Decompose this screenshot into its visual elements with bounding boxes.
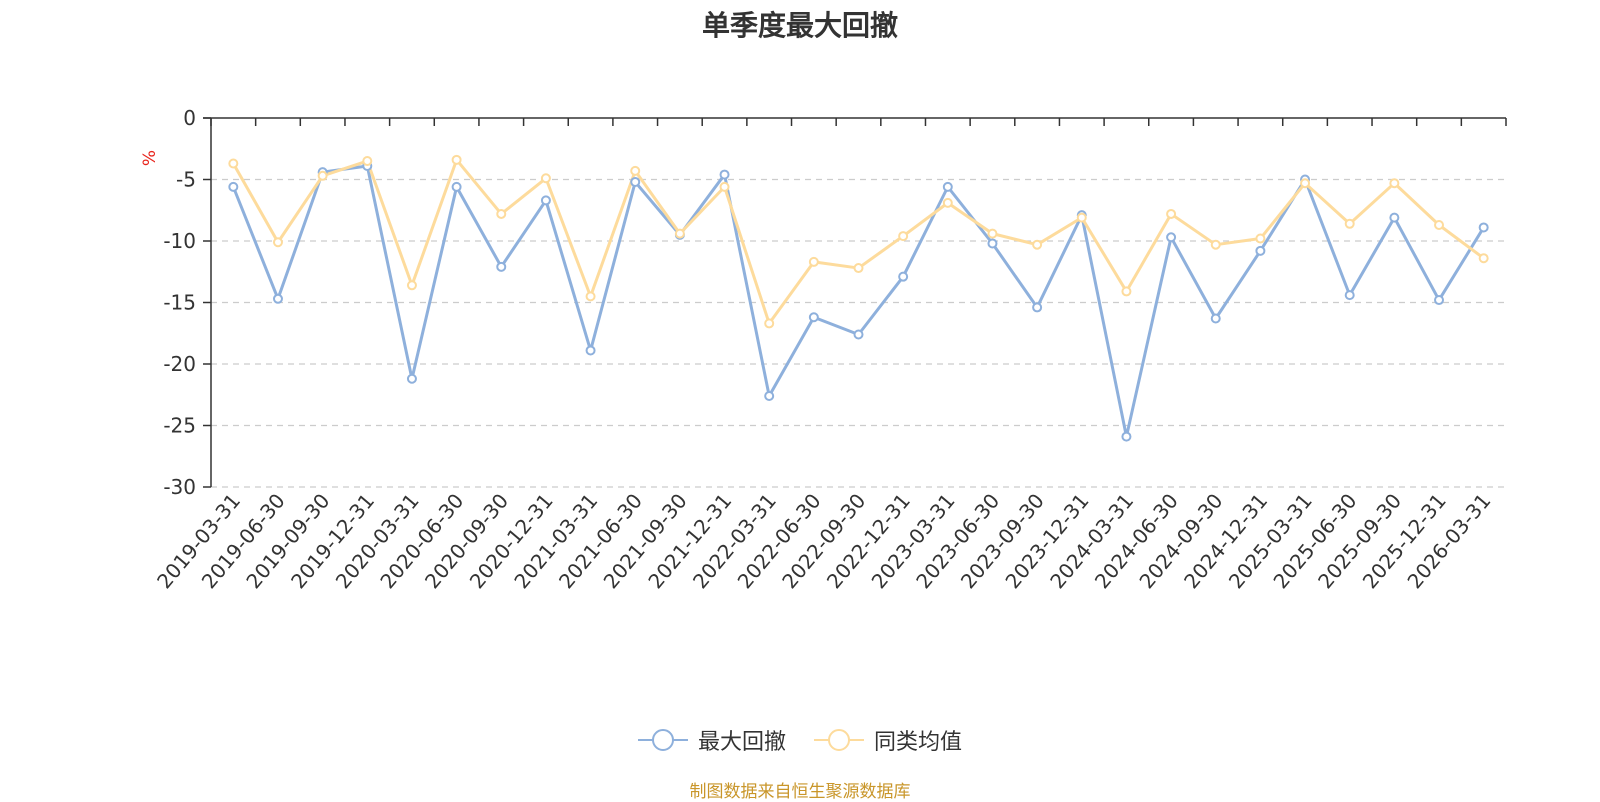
series-1-point [630, 176, 641, 187]
series-2-point [1210, 239, 1221, 250]
series-2-point [362, 156, 373, 167]
series-1-point [1166, 232, 1177, 243]
series-2-point [808, 256, 819, 267]
series-2-point [1166, 208, 1177, 219]
legend-line-circle-icon [637, 729, 688, 751]
series-2-point [719, 181, 730, 192]
series-1-point [1121, 431, 1132, 442]
series-1-point [719, 169, 730, 180]
series-2-point [272, 237, 283, 248]
legend-label: 最大回撤 [697, 730, 786, 755]
y-tick-label: 0 [183, 106, 196, 130]
series-line-1 [231, 164, 1485, 439]
series-2-point [1121, 286, 1132, 297]
series-1-point [853, 329, 864, 340]
series-1-point [585, 345, 596, 356]
series-2-point [674, 228, 685, 239]
series-2-point [1076, 212, 1087, 223]
series-1-point [451, 181, 462, 192]
series-2-point [1032, 239, 1043, 250]
series-1-point [1478, 222, 1489, 233]
series-2-point [898, 231, 909, 242]
series-1-point [406, 373, 417, 384]
series-1-point [898, 271, 909, 282]
series-2-point [764, 318, 775, 329]
y-tick-label: -15 [163, 291, 196, 315]
series-2-point [540, 173, 551, 184]
series-line-2 [232, 158, 1485, 325]
y-tick-label: -20 [163, 352, 196, 376]
series-2-point [228, 158, 239, 169]
series-1-point [1434, 295, 1445, 306]
series-1-point [496, 261, 507, 272]
chart-title: 单季度最大回撤 [701, 9, 898, 42]
legend-line-circle-icon [814, 729, 864, 751]
series-1-point [764, 390, 775, 401]
series-2-point [585, 291, 596, 302]
series-2-point [451, 154, 462, 165]
y-tick-label: -10 [163, 229, 196, 253]
y-axis-unit-label: % [140, 150, 160, 166]
series-2-point [1344, 218, 1355, 229]
series-2-point [1389, 178, 1400, 189]
series-1-point [540, 195, 551, 206]
legend: 最大回撤 同类均值 [0, 724, 1600, 756]
series-2-point [853, 263, 864, 274]
series-1-point [228, 181, 239, 192]
series-1-point [1255, 245, 1266, 256]
series-2-point [406, 280, 417, 291]
series-2-point [1434, 220, 1445, 231]
series-1-point [272, 293, 283, 304]
series-1-point [1344, 290, 1355, 301]
series-2-point [496, 208, 507, 219]
source-note: 制图数据来自恒生聚源数据库 [689, 782, 911, 802]
series-1-point [942, 181, 953, 192]
series-2-point [630, 165, 641, 176]
series-2-point [987, 228, 998, 239]
legend-item-2[interactable]: 同类均值 [814, 724, 962, 756]
series-1-point [987, 238, 998, 249]
y-tick-label: -30 [163, 475, 196, 499]
y-tick-label: -25 [163, 414, 196, 438]
series-1-point [1210, 313, 1221, 324]
series-2-point [1255, 233, 1266, 244]
legend-label: 同类均值 [874, 730, 963, 755]
series-1-point [1389, 212, 1400, 223]
series-1-point [808, 312, 819, 323]
series-2-point [942, 197, 953, 208]
series-1-point [1032, 302, 1043, 313]
legend-item-1[interactable]: 最大回撤 [637, 724, 786, 756]
series-2-point [1300, 178, 1311, 189]
series-2-point [1478, 253, 1489, 264]
series-2-point [317, 170, 328, 181]
y-tick-label: -5 [176, 168, 196, 192]
